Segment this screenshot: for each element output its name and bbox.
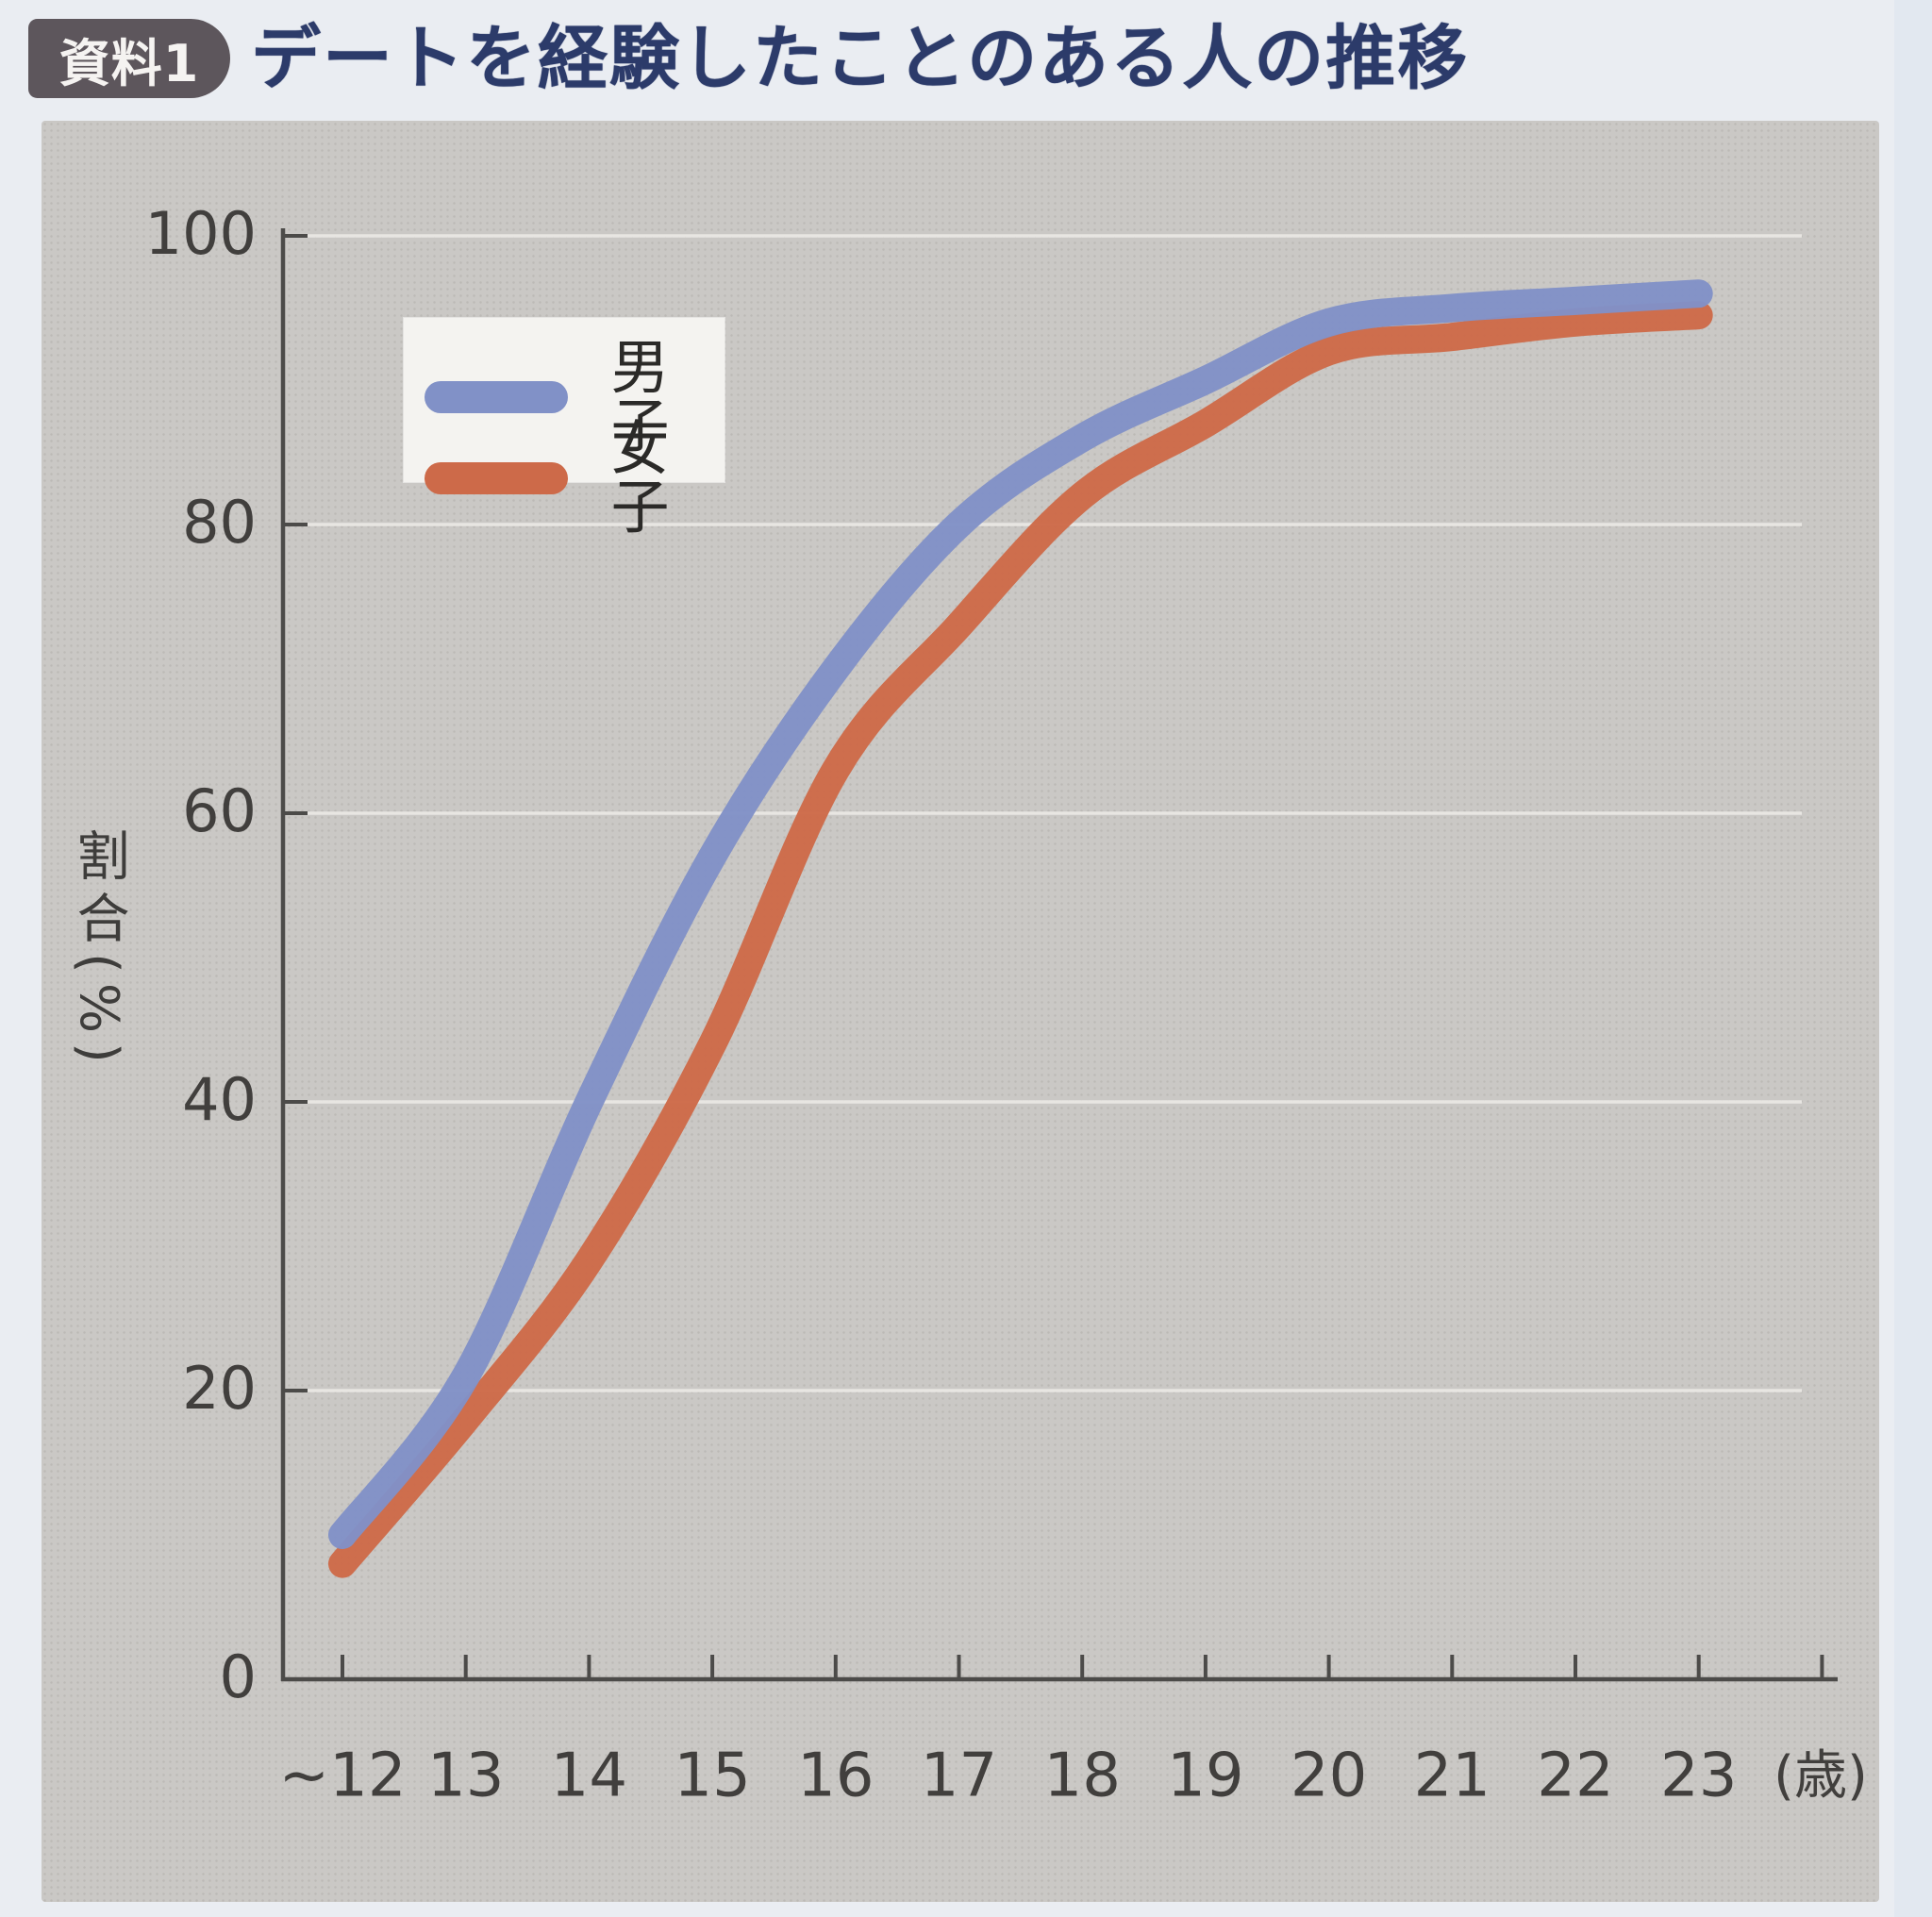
y-tick-label-0: 0 xyxy=(220,1642,257,1711)
y-tick-label-20: 20 xyxy=(182,1354,257,1423)
legend-swatch-boys xyxy=(425,381,568,413)
x-tick-label-14: 14 xyxy=(551,1742,627,1811)
chart-header: 資料1 デートを経験したことのある人の推移 xyxy=(28,19,1469,98)
x-tick-label-19: 19 xyxy=(1167,1742,1243,1811)
legend: 男子 女子 xyxy=(404,318,724,537)
page-title: デートを経験したことのある人の推移 xyxy=(251,18,1470,99)
legend-label-boys: 男子 xyxy=(610,333,670,460)
x-unit-label: (歳) xyxy=(1774,1745,1868,1807)
y-tick-label-80: 80 xyxy=(182,488,257,557)
x-tick-label-17: 17 xyxy=(921,1742,997,1811)
x-tick-label-23: 23 xyxy=(1660,1742,1737,1811)
x-tick-label-15: 15 xyxy=(674,1742,750,1811)
y-axis-title: 割合(%) xyxy=(68,828,129,1073)
x-tick-label-22: 22 xyxy=(1537,1742,1613,1811)
legend-label-girls: 女子 xyxy=(610,414,670,542)
x-tick-label-16: 16 xyxy=(797,1742,874,1811)
x-tick-label-~12: ~12 xyxy=(278,1742,406,1811)
legend-swatch-girls xyxy=(425,462,568,494)
x-tick-label-18: 18 xyxy=(1043,1742,1120,1811)
page-edge-strip xyxy=(1894,0,1932,1917)
y-tick-label-60: 60 xyxy=(182,776,257,845)
x-tick-label-21: 21 xyxy=(1414,1742,1491,1811)
x-tick-label-13: 13 xyxy=(427,1742,504,1811)
legend-item-boys: 男子 xyxy=(425,339,724,456)
shiryo-badge: 資料1 xyxy=(28,19,230,98)
y-tick-label-100: 100 xyxy=(145,199,257,268)
x-tick-label-20: 20 xyxy=(1291,1742,1367,1811)
series-line-boys xyxy=(328,279,1713,1549)
series-line-girls xyxy=(328,301,1713,1578)
chart-panel xyxy=(42,121,1879,1902)
y-tick-label-40: 40 xyxy=(182,1065,257,1134)
legend-item-girls: 女子 xyxy=(425,420,724,537)
